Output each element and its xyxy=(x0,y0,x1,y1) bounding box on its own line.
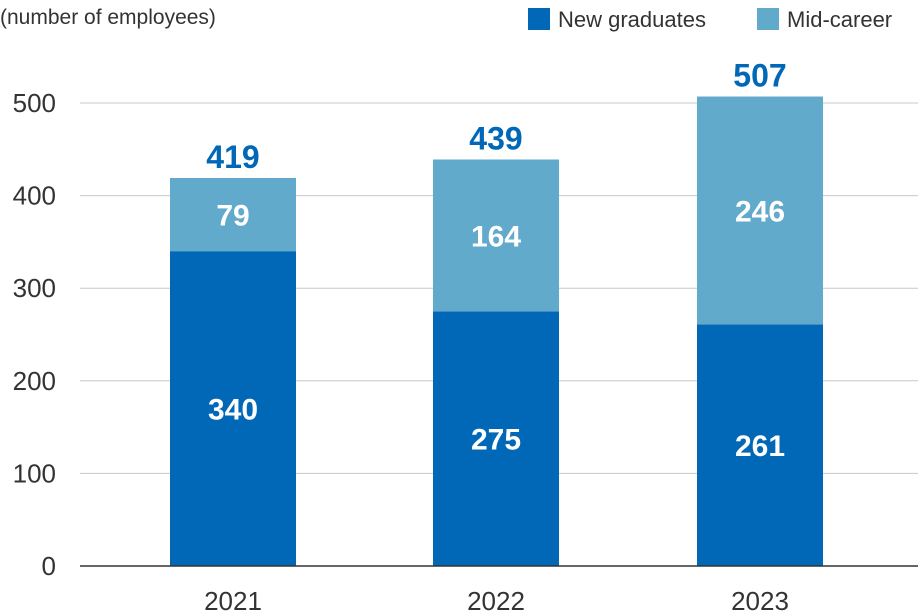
bar-mid-career-2022 xyxy=(433,159,559,312)
y-tick-label-200: 200 xyxy=(13,366,56,396)
x-axis-category-labels: 2021 2022 2023 xyxy=(204,586,789,615)
y-tick-label-300: 300 xyxy=(13,273,56,303)
bar-mid-career-2023 xyxy=(697,96,823,325)
bar-new-graduates-2023 xyxy=(697,324,823,566)
total-label-2022: 439 xyxy=(469,120,522,156)
x-category-label-2022: 2022 xyxy=(467,586,525,615)
segment-label-new-graduates-2021: 340 xyxy=(208,394,258,427)
total-value-labels: 419 439 507 xyxy=(206,58,786,175)
y-tick-label-500: 500 xyxy=(13,88,56,118)
bar-new-graduates-2021 xyxy=(170,251,296,566)
bar-new-graduates-2022 xyxy=(433,311,559,566)
y-axis-unit-label: (number of employees) xyxy=(0,6,216,29)
y-tick-label-0: 0 xyxy=(42,551,56,581)
total-label-2021: 419 xyxy=(206,139,259,175)
segment-label-mid-career-2021: 79 xyxy=(216,200,249,233)
x-category-label-2021: 2021 xyxy=(204,586,262,615)
segment-label-mid-career-2023: 246 xyxy=(735,195,785,228)
segment-label-mid-career-2022: 164 xyxy=(471,220,521,253)
legend-label-new-graduates: New graduates xyxy=(558,7,706,32)
legend-swatch-new-graduates xyxy=(528,8,550,30)
bar-mid-career-2021 xyxy=(170,178,296,252)
total-label-2023: 507 xyxy=(733,58,786,94)
chart-legend: New graduates Mid-career xyxy=(528,7,892,32)
segment-label-new-graduates-2023: 261 xyxy=(735,430,785,463)
legend-swatch-mid-career xyxy=(757,8,779,30)
bar-segments xyxy=(170,96,823,566)
y-tick-label-400: 400 xyxy=(13,181,56,211)
legend-label-mid-career: Mid-career xyxy=(787,7,892,32)
segment-label-new-graduates-2022: 275 xyxy=(471,424,521,457)
x-category-label-2023: 2023 xyxy=(731,586,789,615)
y-axis-tick-labels: 0 100 200 300 400 500 xyxy=(13,88,56,581)
y-tick-label-100: 100 xyxy=(13,458,56,488)
segment-value-labels: 340 79 275 164 261 246 xyxy=(208,195,785,463)
